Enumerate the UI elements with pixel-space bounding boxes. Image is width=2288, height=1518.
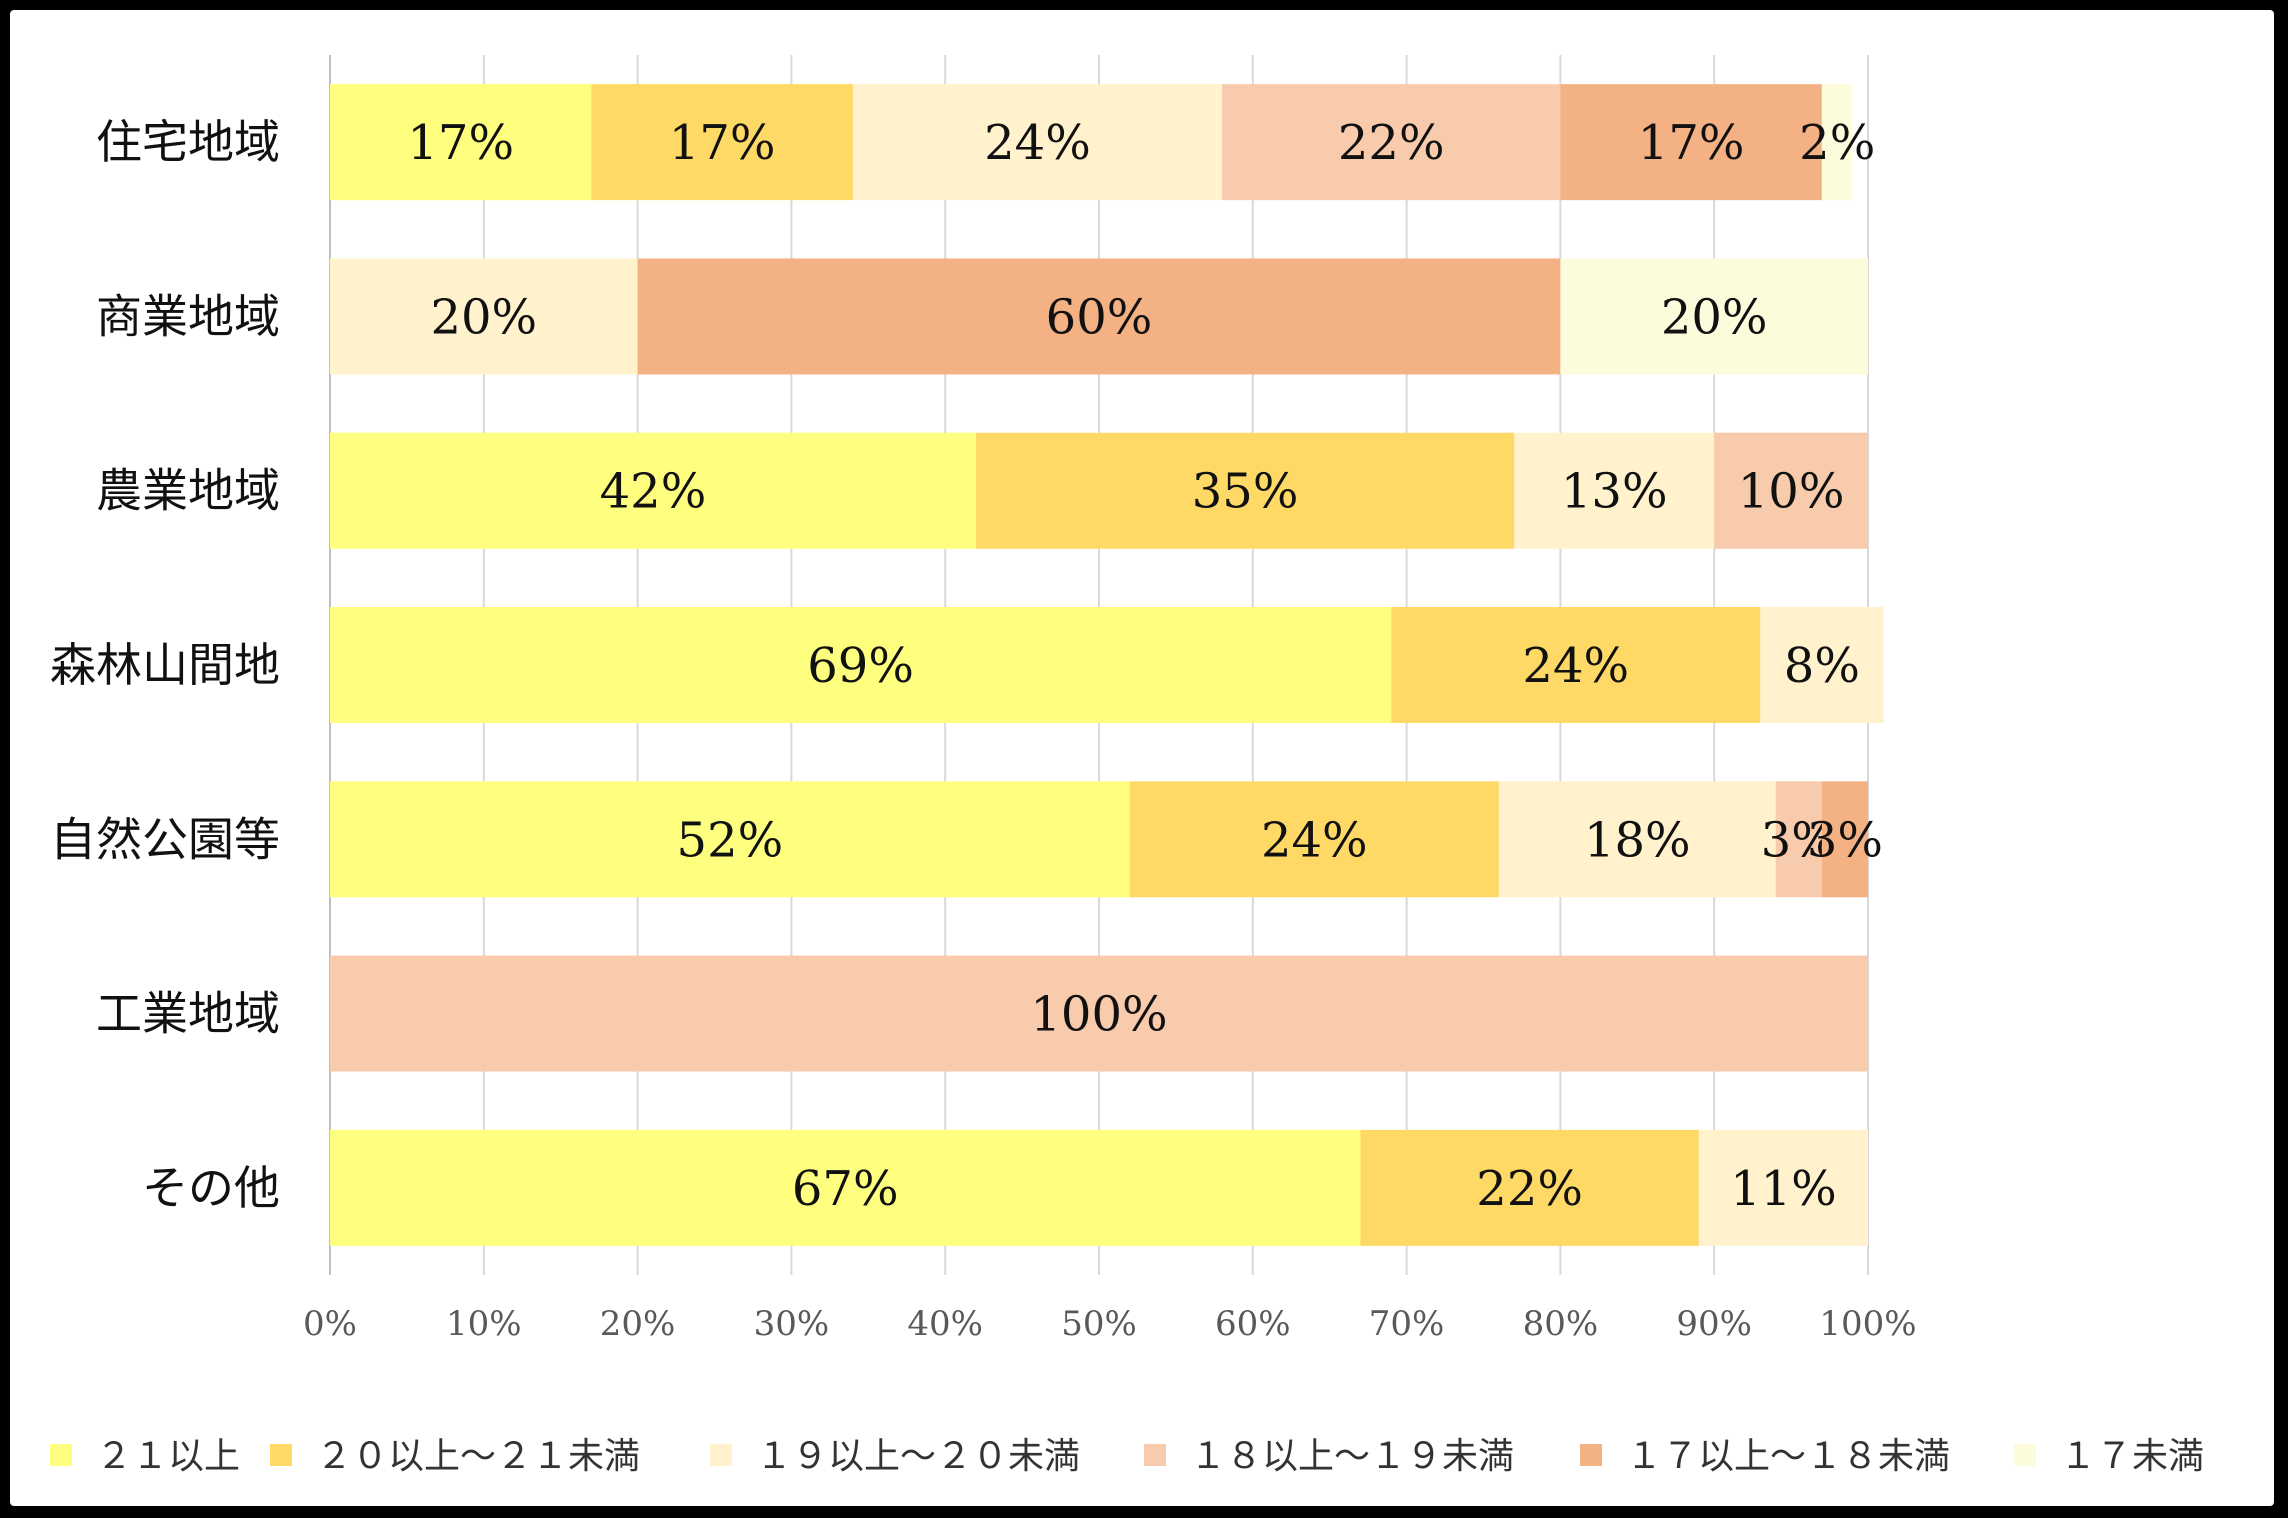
data-label: 17% — [407, 115, 514, 171]
legend-swatch — [2014, 1444, 2036, 1466]
data-label: 24% — [1261, 812, 1368, 868]
data-label: 2% — [1799, 115, 1875, 171]
legend-swatch — [710, 1444, 732, 1466]
bar-segment — [637, 258, 1561, 375]
legend: ２１以上 ２０以上～２１未満 １９以上～２０未満 １８以上～１９未満 １７以上～１８未満… — [50, 1436, 2204, 1477]
bar-segment — [330, 607, 1392, 723]
x-tick-label: 90% — [1676, 1304, 1752, 1344]
data-label: 20% — [1661, 289, 1768, 345]
data-label: 24% — [1522, 638, 1629, 694]
bar-segment — [1560, 84, 1822, 201]
data-label: 13% — [1561, 464, 1668, 520]
bar-segment — [1560, 258, 1868, 375]
category-label: 農業地域 — [96, 464, 280, 518]
x-tick-label: 60% — [1215, 1304, 1291, 1344]
data-label: 42% — [600, 464, 707, 520]
legend-swatch — [50, 1444, 72, 1466]
bar-segment — [1775, 781, 1822, 898]
data-label: 8% — [1784, 638, 1860, 694]
bar-segment — [1498, 781, 1776, 898]
x-tick-label: 50% — [1061, 1304, 1137, 1344]
data-label: 24% — [984, 115, 1091, 171]
bar-segment — [1360, 1129, 1699, 1246]
category-label: その他 — [142, 1161, 280, 1215]
x-tick-label: 70% — [1369, 1304, 1445, 1344]
x-tick-label: 100% — [1819, 1304, 1916, 1344]
category-label: 商業地域 — [96, 289, 280, 343]
data-label: 22% — [1476, 1161, 1583, 1217]
category-label: 森林山間地 — [50, 638, 280, 692]
x-tick-label: 20% — [600, 1304, 676, 1344]
data-label: 52% — [677, 812, 784, 868]
legend-entry: １７未満 — [2060, 1436, 2204, 1477]
legend-entry: １９以上～２０未満 — [756, 1436, 1080, 1477]
legend-swatch — [1144, 1444, 1166, 1466]
bar-segment — [1222, 84, 1561, 201]
bars: 17% 17% 24% 22% 17% 2% 20% 60% 20% 42% 35% 13% 10% 69… — [330, 84, 1884, 1246]
bar-segment — [330, 432, 976, 549]
x-tick-label: 10% — [446, 1304, 522, 1344]
x-tick-label: 0% — [303, 1304, 357, 1344]
data-label: 67% — [792, 1161, 899, 1217]
data-label: 69% — [807, 638, 914, 694]
bar-segment — [1129, 781, 1499, 898]
legend-entry: １８以上～１９未満 — [1190, 1436, 1514, 1477]
bar-segment — [330, 84, 592, 201]
category-label: 自然公園等 — [50, 812, 280, 866]
data-label: 60% — [1046, 289, 1153, 345]
x-tick-label: 80% — [1523, 1304, 1599, 1344]
x-tick-label: 30% — [754, 1304, 830, 1344]
bar-segment — [852, 84, 1223, 201]
stacked-bar-chart: 17% 17% 24% 22% 17% 2% 20% 60% 20% 42% 35% 13% 10% 69… — [50, 55, 2204, 1477]
legend-entry: ２１以上 — [96, 1436, 240, 1477]
data-label: 17% — [669, 115, 776, 171]
data-label: 11% — [1730, 1161, 1837, 1217]
bar-segment — [1514, 432, 1715, 549]
data-label: 10% — [1738, 464, 1845, 520]
category-label: 住宅地域 — [96, 115, 280, 169]
data-label: 3% — [1807, 812, 1883, 868]
legend-swatch — [1580, 1444, 1602, 1466]
bar-segment — [330, 1129, 1361, 1246]
data-label: 18% — [1584, 812, 1691, 868]
bar-segment — [1821, 781, 1868, 898]
data-label: 35% — [1192, 464, 1299, 520]
legend-swatch — [270, 1444, 292, 1466]
axes: 0% 10% 20% 30% 40% 50% 60% 70% 80% 90% 100% 住宅地域商業地… — [50, 115, 1917, 1344]
category-label: 工業地域 — [96, 987, 280, 1041]
bar-segment — [591, 84, 853, 201]
x-tick-label: 40% — [907, 1304, 983, 1344]
bar-segment — [330, 258, 638, 375]
chart-frame: 17% 17% 24% 22% 17% 2% 20% 60% 20% 42% 35% 13% 10% 69… — [10, 10, 2274, 1506]
bar-segment — [1714, 432, 1868, 549]
bar-segment — [975, 432, 1515, 549]
data-label: 22% — [1338, 115, 1445, 171]
bar-segment — [1698, 1129, 1868, 1246]
data-label: 17% — [1638, 115, 1745, 171]
bar-segment — [1391, 607, 1761, 723]
data-label: 20% — [430, 289, 537, 345]
data-label: 100% — [1030, 987, 1167, 1043]
bar-segment — [330, 955, 1868, 1072]
legend-entry: １７以上～１８未満 — [1626, 1436, 1950, 1477]
bar-segment — [1821, 84, 1853, 201]
legend-entry: ２０以上～２１未満 — [316, 1436, 640, 1477]
bar-segment — [1760, 607, 1884, 723]
bar-segment — [330, 781, 1130, 898]
